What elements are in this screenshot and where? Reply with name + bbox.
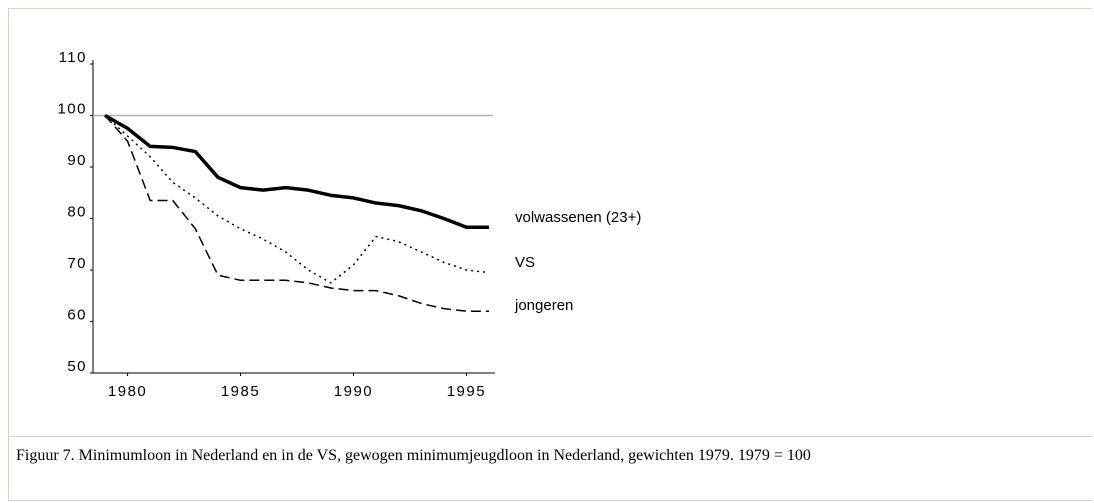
x-tick-label: 1990 — [334, 383, 373, 400]
series-label: jongeren — [514, 297, 573, 314]
y-tick-label: 70 — [67, 255, 87, 272]
y-tick-label: 80 — [67, 203, 87, 220]
y-tick-label: 90 — [67, 152, 87, 169]
caption: Figuur 7. Minimumloon in Nederland en in… — [16, 447, 811, 464]
y-tick-label: 110 — [59, 49, 87, 66]
y-tick-label: 100 — [57, 100, 87, 117]
series-line — [104, 115, 489, 312]
series-label: VS — [515, 254, 535, 271]
y-tick-label: 50 — [67, 358, 87, 375]
separator — [9, 436, 1092, 437]
figure-frame — [8, 8, 1092, 501]
x-tick-label: 1980 — [108, 383, 147, 400]
series-label: volwassenen (23+) — [515, 209, 641, 226]
chart: 50 60 70 80 90 100 110 1980 1985 1990 1995 volwasse… — [57, 49, 641, 400]
series-line — [104, 114, 490, 284]
x-tick-label: 1995 — [447, 383, 486, 400]
y-tick-label: 60 — [67, 306, 87, 323]
x-tick-label: 1985 — [221, 383, 260, 400]
series-line — [104, 113, 489, 230]
